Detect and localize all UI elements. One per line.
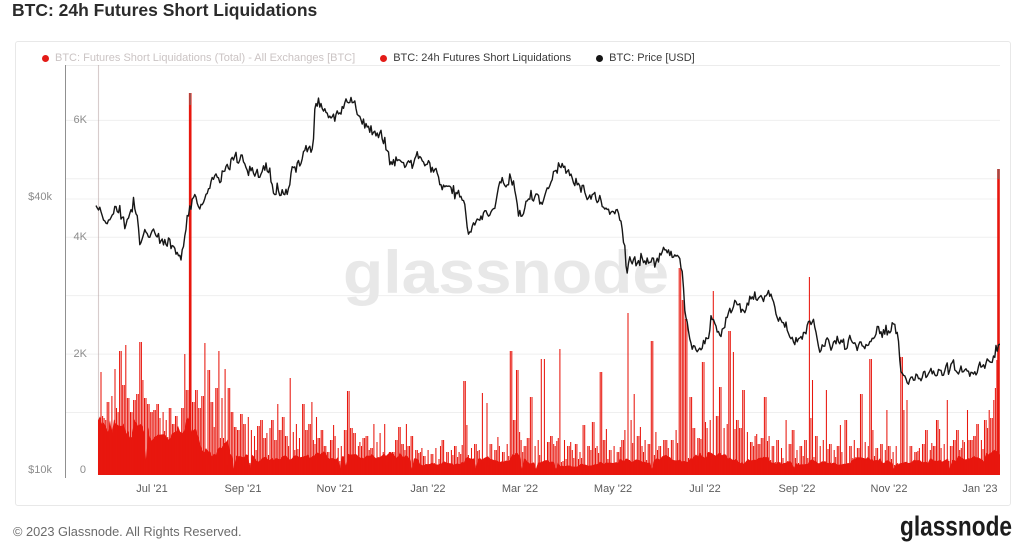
svg-text:glassnode: glassnode bbox=[343, 239, 669, 306]
svg-text:glassnode: glassnode bbox=[900, 511, 1012, 542]
